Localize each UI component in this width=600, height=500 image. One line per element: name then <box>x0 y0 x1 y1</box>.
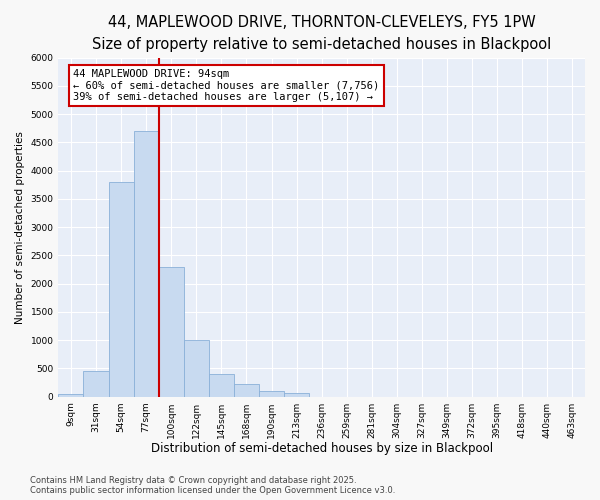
Bar <box>234 384 259 396</box>
Title: 44, MAPLEWOOD DRIVE, THORNTON-CLEVELEYS, FY5 1PW
Size of property relative to se: 44, MAPLEWOOD DRIVE, THORNTON-CLEVELEYS,… <box>92 15 551 52</box>
X-axis label: Distribution of semi-detached houses by size in Blackpool: Distribution of semi-detached houses by … <box>151 442 493 455</box>
Text: 44 MAPLEWOOD DRIVE: 94sqm
← 60% of semi-detached houses are smaller (7,756)
39% : 44 MAPLEWOOD DRIVE: 94sqm ← 60% of semi-… <box>73 69 380 102</box>
Bar <box>209 374 234 396</box>
Bar <box>109 182 134 396</box>
Bar <box>134 131 159 396</box>
Y-axis label: Number of semi-detached properties: Number of semi-detached properties <box>15 130 25 324</box>
Bar <box>284 392 309 396</box>
Text: Contains HM Land Registry data © Crown copyright and database right 2025.
Contai: Contains HM Land Registry data © Crown c… <box>30 476 395 495</box>
Bar <box>159 266 184 396</box>
Bar <box>83 371 109 396</box>
Bar <box>259 391 284 396</box>
Bar <box>184 340 209 396</box>
Bar <box>58 394 83 396</box>
